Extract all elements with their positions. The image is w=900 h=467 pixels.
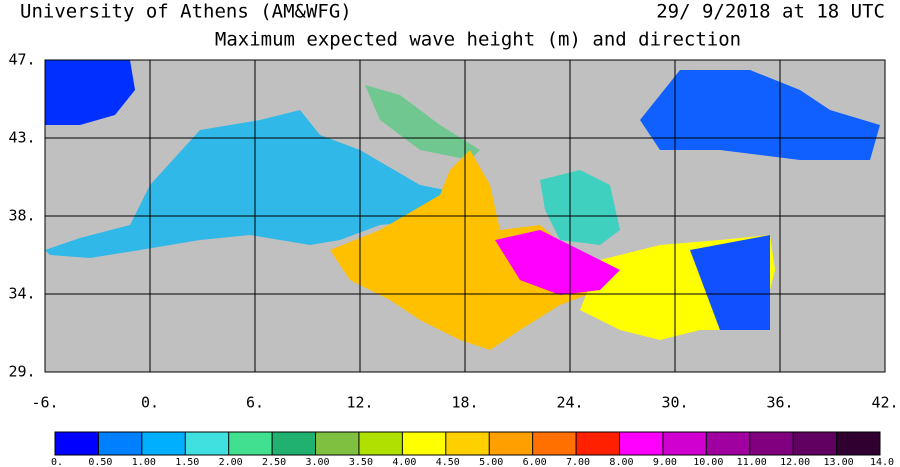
lon-label: 0. (141, 394, 159, 412)
lon-label: 36. (766, 394, 793, 412)
lat-label: 34. (8, 285, 35, 303)
lon-label: 24. (556, 394, 583, 412)
legend-swatch (619, 432, 663, 455)
levant (690, 235, 770, 330)
lat-label: 43. (8, 129, 35, 147)
legend-swatch (576, 432, 620, 455)
legend-swatch (706, 432, 750, 455)
lon-label: 12. (346, 394, 373, 412)
legend-label: 1.00 (132, 457, 156, 467)
lon-label: 18. (451, 394, 478, 412)
lon-label: -6. (31, 394, 58, 412)
aegean (540, 170, 620, 245)
legend-label: 9.00 (653, 457, 677, 467)
legend-label: 3.50 (349, 457, 373, 467)
legend-label: 12.00 (780, 457, 810, 467)
adriatic (365, 85, 480, 160)
legend-swatch (315, 432, 359, 455)
lon-label: 30. (661, 394, 688, 412)
legend-swatch (793, 432, 837, 455)
legend-swatch (185, 432, 229, 455)
legend-swatch (445, 432, 490, 455)
legend-label: 3.00 (305, 457, 329, 467)
legend-swatch (836, 432, 880, 455)
legend-label: 10.00 (693, 457, 723, 467)
legend-swatch (532, 432, 577, 455)
legend-swatch (141, 432, 186, 455)
legend-swatch (662, 432, 707, 455)
western-med (45, 110, 445, 258)
legend-label: 6.00 (523, 457, 547, 467)
lat-label: 29. (8, 363, 35, 381)
legend-label: 0.50 (88, 457, 112, 467)
lat-label: 47. (8, 51, 35, 69)
legend-label: 4.00 (392, 457, 416, 467)
legend-label: 2.50 (262, 457, 286, 467)
legend-label: 4.50 (436, 457, 460, 467)
legend-label: 2.00 (219, 457, 243, 467)
lon-label: 6. (246, 394, 264, 412)
legend-label: 13.00 (824, 457, 854, 467)
legend-label: 5.00 (479, 457, 503, 467)
legend-swatch (228, 432, 273, 455)
legend-label: 1.50 (175, 457, 199, 467)
date: 29/ 9/2018 at 18 UTC (656, 1, 885, 23)
storm-core (495, 230, 620, 295)
legend-label: 7.00 (566, 457, 590, 467)
lon-label: 42. (871, 394, 898, 412)
legend-swatch (489, 432, 533, 455)
legend-swatch (55, 432, 99, 455)
legend-label: 14.0 (870, 457, 894, 467)
lat-label: 38. (8, 207, 35, 225)
legend-swatch (358, 432, 403, 455)
legend-label: 0. (51, 457, 63, 467)
source: University of Athens (AM&WFG) (20, 1, 352, 23)
legend-swatch (749, 432, 794, 455)
legend-label: 8.00 (609, 457, 633, 467)
legend-label: 11.00 (737, 457, 767, 467)
legend-swatch (98, 432, 142, 455)
map-title: Maximum expected wave height (m) and dir… (215, 29, 741, 51)
legend-swatch (402, 432, 446, 455)
legend-swatch (272, 432, 316, 455)
atlantic (45, 60, 135, 125)
